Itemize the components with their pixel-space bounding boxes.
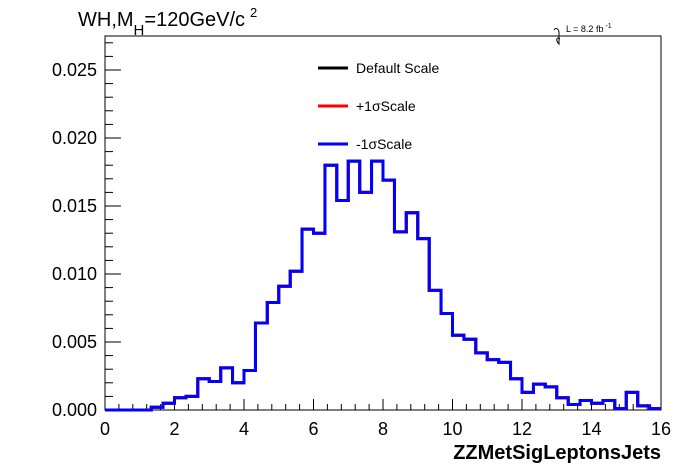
y-axis: 0.000 0.005 0.010 0.015 0.020 0.025 [52,42,121,420]
luminosity-label: L = 8.2 fb -1 [553,23,612,46]
legend-label: +1σScale [356,98,416,114]
svg-text:L = 8.2 fb-1: L = 8.2 fb -1 [566,23,612,34]
y-tick-label: 0.020 [52,128,97,148]
chart-title-superscript: 2 [250,5,257,20]
x-tick-label: 12 [512,419,532,439]
plot-frame [104,35,662,411]
y-tick-label: 0.010 [52,264,97,284]
x-tick-label: 16 [651,419,671,439]
y-tick-label: 0.005 [52,332,97,352]
integral-sign-icon [553,28,561,46]
luminosity-text: L = 8.2 fb [566,24,603,34]
x-tick-label: 8 [378,419,388,439]
y-tick-label: 0.025 [52,60,97,80]
legend-label: -1σScale [356,136,412,152]
x-tick-label: 4 [239,419,249,439]
chart-title-subscript: H [134,22,145,39]
histogram-series-2 [105,159,661,412]
x-tick-label: 2 [169,419,179,439]
x-axis-label: ZZMetSigLeptonsJets [453,442,661,464]
chart-title: WH,MH=120GeV/c 2 [78,5,257,39]
legend: Default Scale +1σScale -1σScale [318,60,439,152]
legend-label: Default Scale [356,60,439,76]
y-tick-label: 0.000 [52,400,97,420]
histogram-series-1 [105,159,661,412]
x-tick-label: 10 [442,419,462,439]
x-axis: 0 2 4 6 8 10 12 14 16 [100,399,671,439]
histogram-series-0 [105,159,661,412]
luminosity-superscript: -1 [605,23,611,30]
y-tick-label: 0.015 [52,196,97,216]
x-tick-label: 0 [100,419,110,439]
chart-title-rest: =120GeV/c [144,9,245,31]
x-tick-label: 6 [308,419,318,439]
x-tick-label: 14 [581,419,601,439]
series-group [105,159,661,412]
